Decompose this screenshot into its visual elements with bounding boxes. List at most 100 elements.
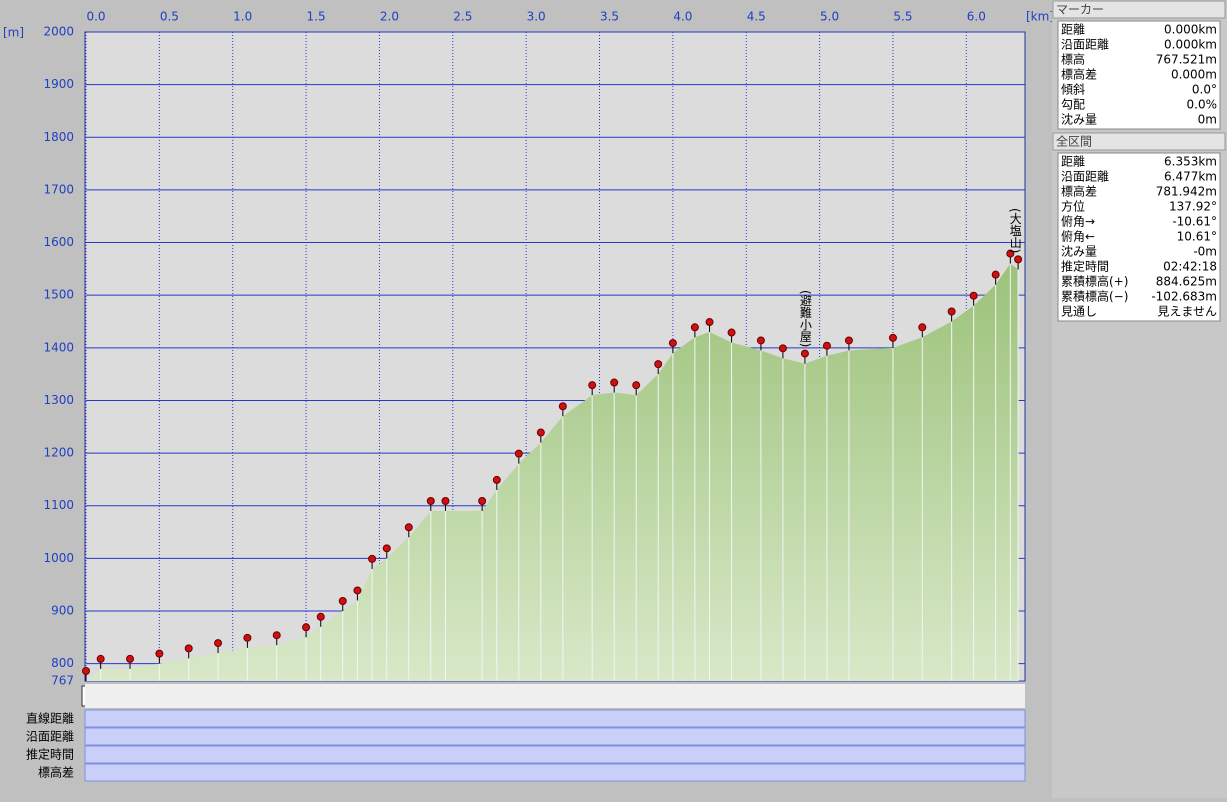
pin-head [727, 328, 736, 337]
pin-head [492, 475, 501, 484]
x-tick-label: 3.0 [527, 10, 546, 24]
x-tick-label: 4.5 [747, 10, 766, 24]
pin-head [654, 360, 663, 369]
pin-head [588, 381, 597, 390]
panel-key: 沿面距離 [1061, 38, 1109, 52]
x-tick-label: 0.0 [86, 10, 105, 24]
table-row-label: 直線距離 [26, 711, 74, 726]
pin [558, 402, 567, 417]
y-tick-label: 767 [51, 674, 74, 688]
pin [514, 449, 523, 464]
elevation-area [86, 263, 1019, 681]
panel-value: 0.0% [1187, 98, 1218, 112]
pin [969, 291, 978, 306]
x-tick-label: 5.0 [820, 10, 839, 24]
pin-head [947, 307, 956, 316]
panel-key: 沈み量 [1061, 112, 1097, 127]
pin-head [214, 639, 223, 648]
y-tick-label: 1700 [43, 182, 74, 196]
pin [1014, 255, 1023, 270]
panel-value: 0.000m [1171, 68, 1217, 82]
pin [947, 307, 956, 322]
panel-key: 推定時間 [1061, 259, 1109, 274]
pin [426, 496, 435, 511]
table-row-label: 推定時間 [26, 747, 74, 762]
x-tick-label: 5.5 [893, 10, 912, 24]
panel-value: 0.0° [1192, 83, 1217, 97]
pin-head [888, 333, 897, 342]
y-tick-label: 1300 [43, 393, 74, 407]
pin [184, 644, 193, 659]
panel-key: 累積標高(+) [1061, 274, 1128, 289]
panel-value: -102.683m [1151, 290, 1217, 304]
panel-key: 傾斜 [1061, 83, 1085, 97]
y-tick-label: 800 [51, 656, 74, 670]
x-tick-label: 2.0 [380, 10, 399, 24]
pin-head [536, 428, 545, 437]
panel-value: 137.92° [1169, 200, 1217, 214]
pin-head [82, 667, 90, 675]
y-tick-label: 1200 [43, 446, 74, 460]
panel-value: 6.353km [1164, 155, 1217, 169]
table-header [85, 684, 1025, 708]
panel-body [1057, 20, 1221, 130]
pin-head [272, 631, 281, 640]
pin-head [668, 339, 677, 348]
pin-head [756, 336, 765, 345]
pin [918, 323, 927, 338]
pin-head [404, 523, 413, 532]
panel-value: 781.942m [1156, 185, 1217, 199]
pin-head [822, 341, 831, 350]
pin [338, 596, 347, 611]
panel-value: 10.61° [1177, 230, 1217, 244]
pin [404, 523, 413, 538]
pin [991, 270, 1000, 285]
pin [155, 649, 164, 664]
pin-head [243, 633, 252, 642]
pin-head [1014, 255, 1023, 264]
pin-head [610, 378, 619, 387]
panel-value: 0m [1198, 113, 1217, 127]
pin [705, 318, 714, 333]
panel-value: 6.477km [1164, 170, 1217, 184]
x-tick-label: 3.5 [600, 10, 619, 24]
pin [822, 341, 831, 356]
pin [1006, 249, 1015, 264]
pin-head [1006, 249, 1015, 258]
pin-head [632, 381, 641, 390]
pin-head [778, 344, 787, 353]
pin [382, 544, 391, 559]
panel-value: 0.000km [1164, 38, 1217, 52]
pin [214, 639, 223, 654]
panel-value: 767.521m [1156, 53, 1217, 67]
pin-head [969, 291, 978, 300]
pin-head [126, 654, 135, 663]
pin [690, 323, 699, 338]
pin-head [368, 554, 377, 563]
panel-key: 標高差 [1061, 67, 1097, 82]
pin-head [316, 612, 325, 621]
y-tick-label: 1800 [43, 130, 74, 144]
pin [536, 428, 545, 443]
panel-body [1057, 152, 1221, 322]
panel-key: 距離 [1061, 23, 1085, 37]
panel-header [1052, 132, 1226, 151]
pin [588, 381, 597, 396]
panel-value: 02:42:18 [1163, 260, 1217, 274]
panel-value: 0.000km [1164, 23, 1217, 37]
pin-head [382, 544, 391, 553]
y-tick-label: 900 [51, 603, 74, 617]
pin [478, 496, 487, 511]
pin-head [558, 402, 567, 411]
pin [844, 336, 853, 351]
pin-head [918, 323, 927, 332]
pin [441, 496, 450, 511]
pin-head [302, 623, 311, 632]
pin [778, 344, 787, 359]
panel-header [1052, 0, 1226, 19]
table-row-label: 沿面距離 [26, 730, 74, 744]
pin [126, 654, 135, 669]
pin-head [705, 318, 714, 327]
pin-head [353, 586, 362, 595]
